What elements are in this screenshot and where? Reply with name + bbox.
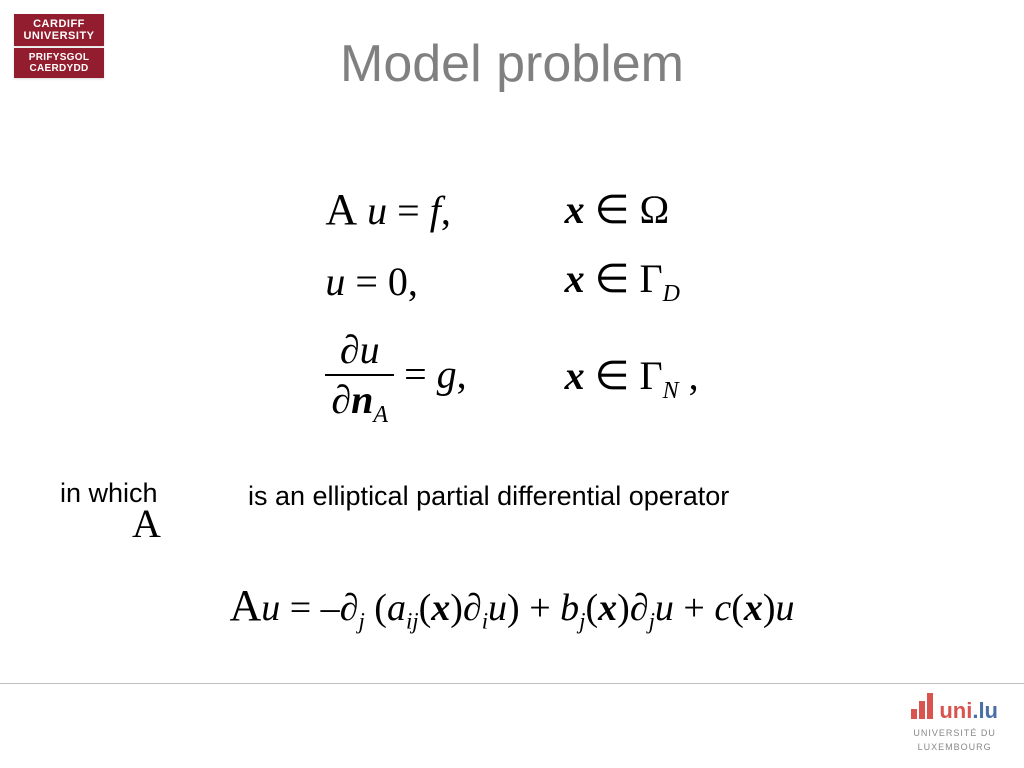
caption-symbol: A	[132, 500, 161, 547]
unilu-sub1: UNIVERSITÉ DU	[911, 728, 998, 738]
operator-equation: Au = –∂j (aij(x)∂iu) + bj(x)∂ju + c(x)u	[0, 580, 1024, 635]
unilu-sub2: LUXEMBOURG	[911, 742, 998, 752]
unilu-text-lu: lu	[978, 698, 998, 723]
unilu-text: uni.lu	[939, 698, 998, 724]
caption-right: is an elliptical partial differential op…	[248, 478, 808, 514]
unilu-logo-top: uni.lu	[911, 693, 998, 724]
bottom-divider	[0, 683, 1024, 684]
equation-rhs: x ∈ ΓN ,	[485, 318, 717, 438]
equation-lhs: u = 0,	[307, 245, 484, 318]
equation-table: A u = f,x ∈ Ωu = 0,x ∈ ΓD∂u∂nA = g,x ∈ Γ…	[307, 174, 716, 438]
equation-rhs: x ∈ ΓD	[485, 245, 717, 318]
equation-lhs: A u = f,	[307, 174, 484, 245]
slide-title: Model problem	[0, 34, 1024, 94]
unilu-text-main: uni	[939, 698, 972, 723]
equation-system: A u = f,x ∈ Ωu = 0,x ∈ ΓD∂u∂nA = g,x ∈ Γ…	[0, 174, 1024, 438]
equation-rhs: x ∈ Ω	[485, 174, 717, 245]
equation-lhs: ∂u∂nA = g,	[307, 318, 484, 438]
unilu-bars	[911, 693, 935, 724]
unilu-logo: uni.lu UNIVERSITÉ DU LUXEMBOURG	[911, 693, 998, 752]
